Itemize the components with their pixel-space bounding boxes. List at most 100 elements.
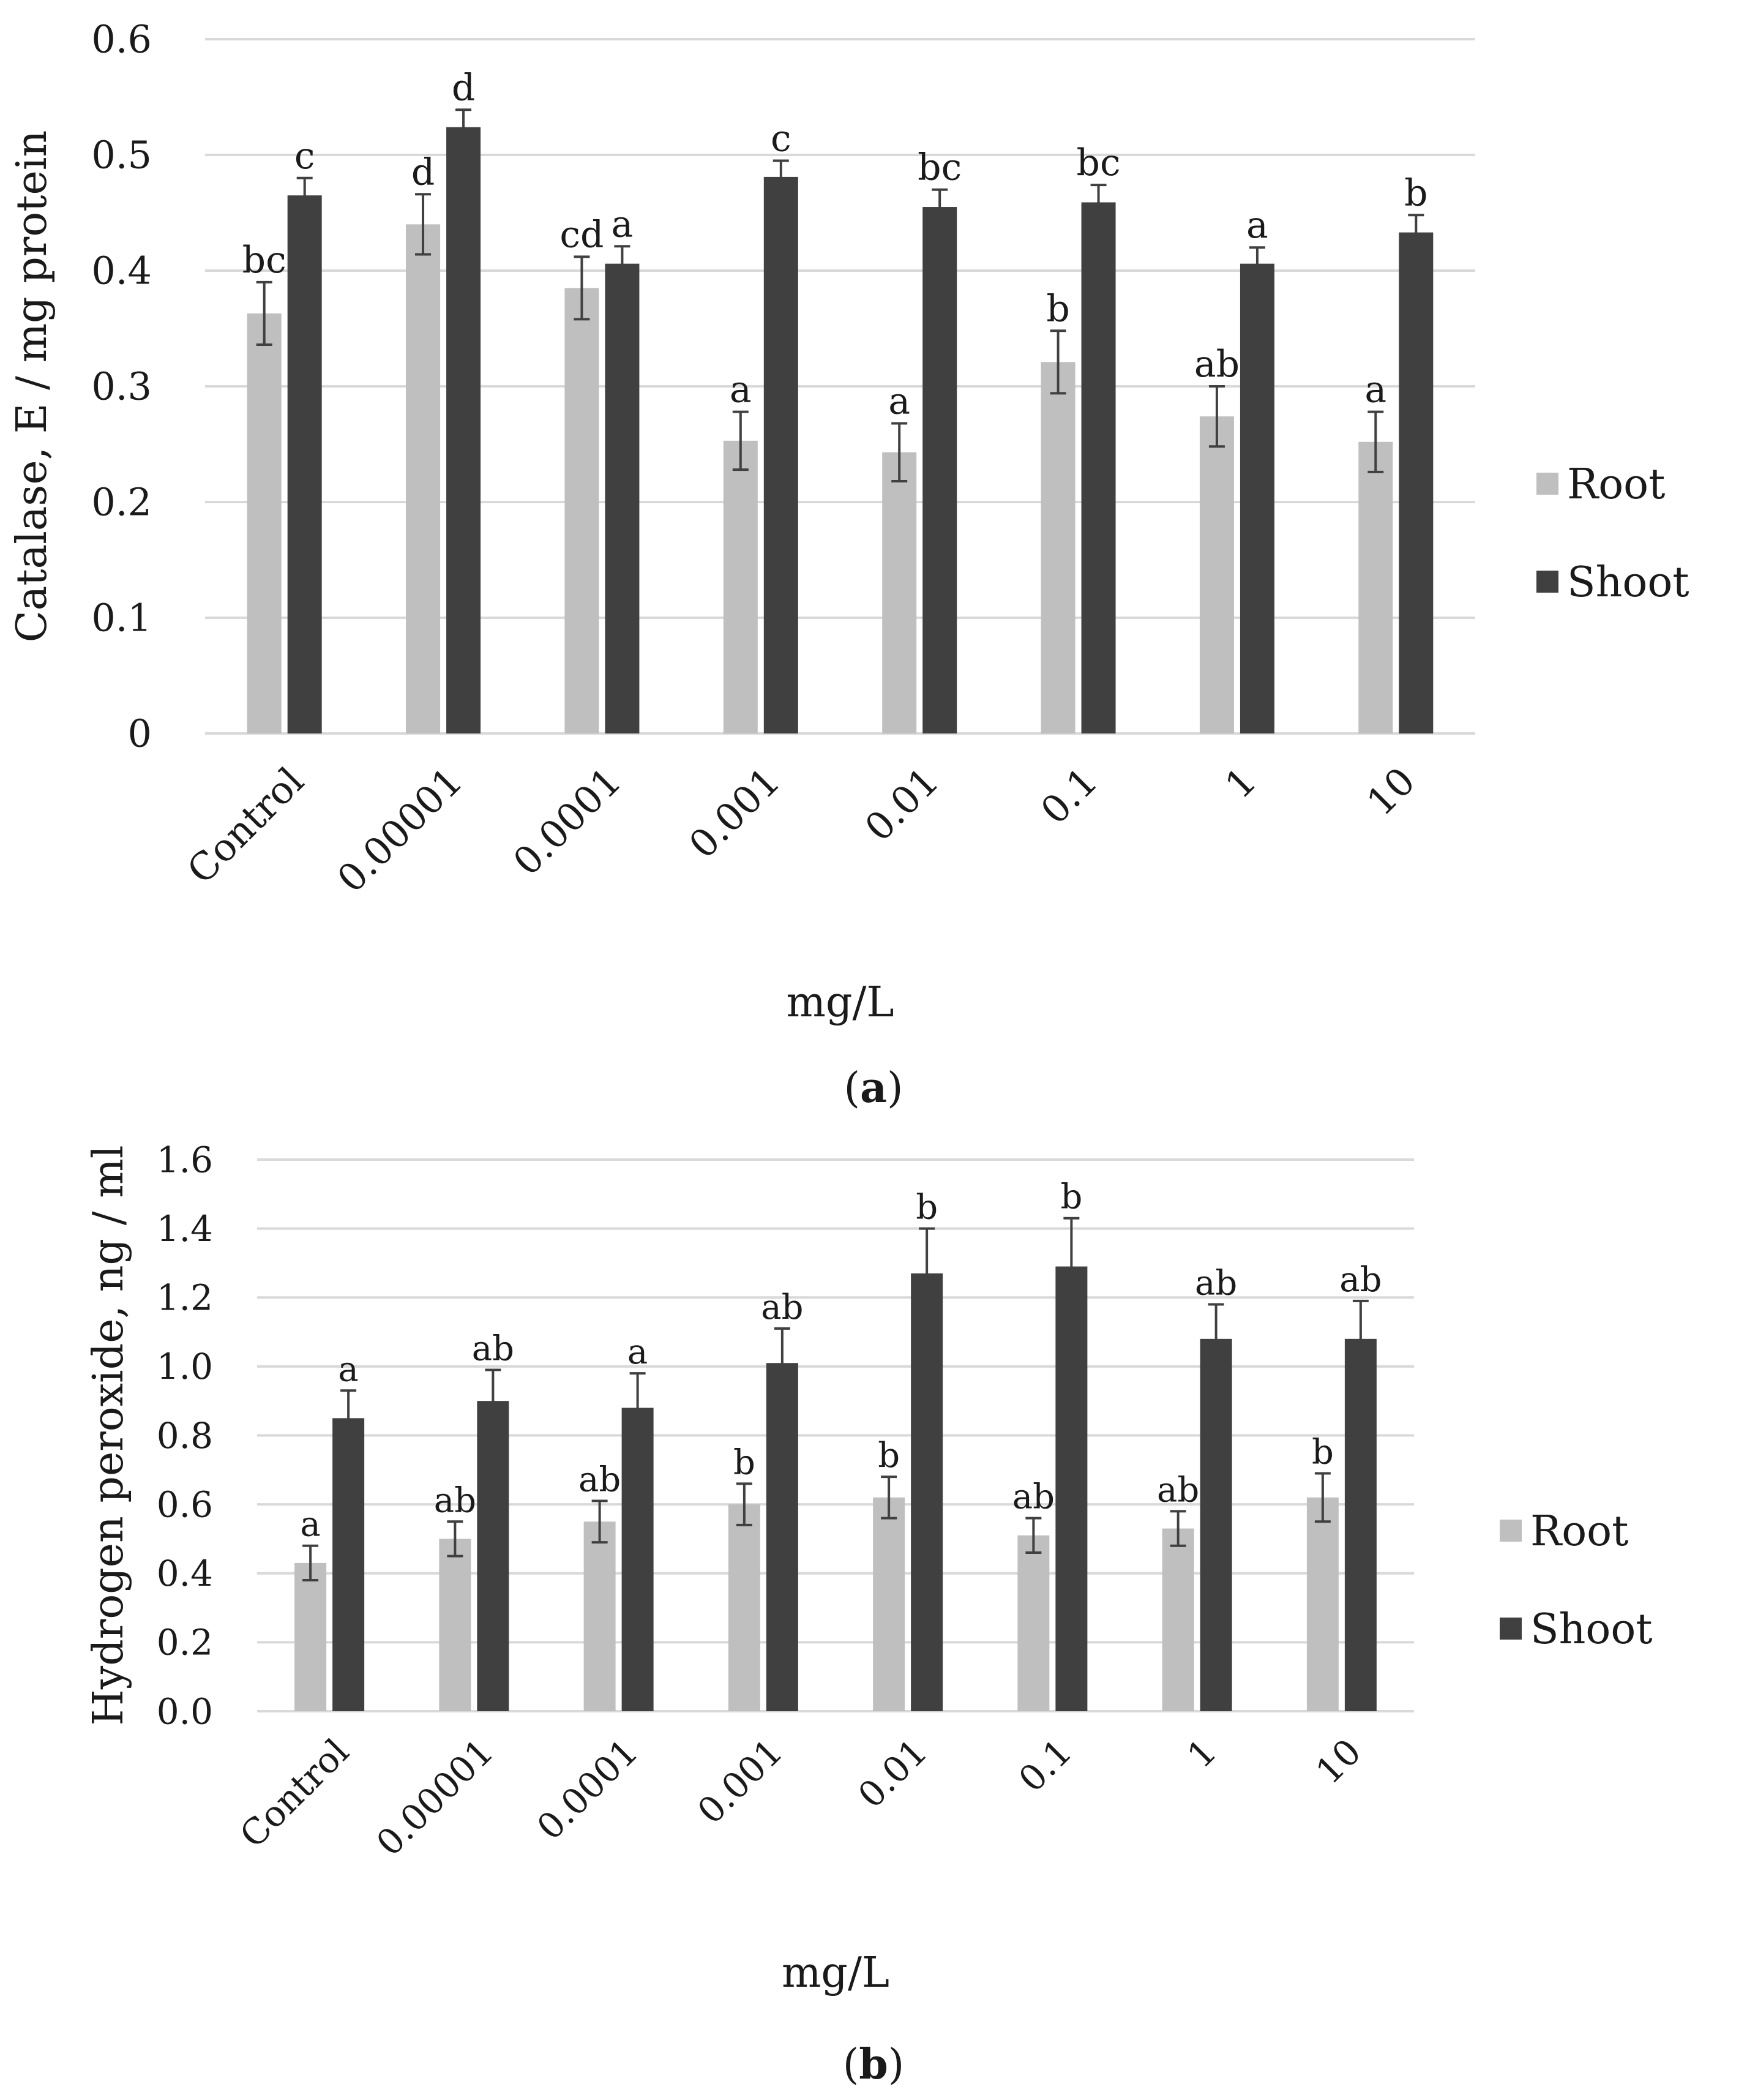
bar-shoot — [605, 263, 640, 733]
x-tick-label: 1 — [1179, 1731, 1224, 1776]
significance-letter: a — [300, 1505, 320, 1545]
bar-root — [1162, 1528, 1194, 1711]
x-tick-label: 0.0001 — [529, 1731, 646, 1848]
bar-root — [882, 452, 917, 733]
bar-shoot — [446, 127, 481, 733]
y-tick-label: 0.6 — [91, 17, 152, 62]
bar-shoot — [1240, 263, 1274, 733]
x-axis-title: mg/L — [782, 1949, 889, 1997]
y-axis-title: Catalase, E / mg protein — [8, 130, 56, 643]
significance-letter: bc — [1077, 141, 1121, 184]
y-tick-label: 1.0 — [157, 1346, 213, 1387]
legend-label-root: Root — [1567, 460, 1665, 509]
significance-letter: ab — [761, 1288, 803, 1327]
y-tick-label: 0.3 — [91, 364, 152, 409]
bar-shoot — [477, 1401, 509, 1711]
panel-caption: (b) — [843, 2040, 905, 2089]
legend-swatch-shoot — [1500, 1618, 1522, 1640]
bar-root — [564, 288, 599, 734]
legend-label-shoot: Shoot — [1530, 1605, 1653, 1654]
x-tick-label: 0.01 — [856, 759, 948, 850]
significance-letter: b — [1404, 171, 1427, 214]
legend-swatch-root — [1500, 1520, 1522, 1542]
significance-letter: a — [730, 369, 752, 411]
significance-letter: a — [612, 203, 634, 246]
bar-root — [873, 1497, 905, 1711]
y-tick-label: 0.4 — [91, 249, 152, 293]
bar-shoot — [922, 207, 957, 733]
significance-letter: b — [1046, 287, 1069, 330]
significance-letter: c — [294, 135, 315, 178]
significance-letter: ab — [578, 1460, 621, 1499]
x-tick-label: 0.00001 — [329, 759, 471, 901]
significance-letter: ab — [1194, 343, 1240, 386]
bar-root — [583, 1521, 616, 1711]
panel-caption-letter: a — [860, 1063, 887, 1112]
significance-letter: cd — [559, 213, 604, 256]
y-tick-label: 0 — [128, 711, 152, 756]
significance-letter: b — [1312, 1432, 1334, 1472]
x-tick-label: 0.01 — [850, 1731, 935, 1816]
x-tick-label: 0.001 — [680, 759, 788, 867]
bar-root — [439, 1539, 471, 1711]
x-tick-label: Control — [179, 759, 313, 893]
bar-shoot — [621, 1408, 654, 1711]
significance-letter: c — [771, 117, 791, 160]
bar-shoot — [1399, 232, 1434, 733]
y-tick-label: 0.5 — [91, 133, 152, 178]
bar-shoot — [332, 1418, 365, 1711]
significance-letter: b — [916, 1188, 938, 1228]
x-tick-label: 10 — [1307, 1731, 1369, 1792]
bar-shoot — [763, 176, 798, 733]
x-tick-label: 0.001 — [689, 1731, 790, 1832]
legend-swatch-shoot — [1536, 571, 1558, 593]
panel-caption: (a) — [844, 1063, 903, 1112]
y-tick-label: 0.1 — [91, 596, 152, 640]
bar-shoot — [766, 1363, 798, 1711]
significance-letter: d — [452, 66, 475, 109]
bar-root — [723, 440, 758, 733]
bar-shoot — [1344, 1338, 1377, 1711]
y-tick-label: 0.2 — [157, 1622, 213, 1663]
significance-letter: bc — [918, 146, 962, 189]
y-tick-label: 0.8 — [157, 1415, 213, 1457]
y-axis-title: Hydrogen peroxide, ng / ml — [84, 1146, 133, 1726]
x-axis-title: mg/L — [786, 978, 894, 1027]
y-tick-label: 0.2 — [91, 480, 152, 525]
legend-label-shoot: Shoot — [1567, 558, 1689, 607]
significance-letter: a — [1246, 204, 1268, 247]
bar-root — [728, 1504, 760, 1711]
y-tick-label: 0.0 — [157, 1690, 213, 1732]
y-tick-label: 0.4 — [157, 1553, 213, 1594]
significance-letter: ab — [1157, 1470, 1199, 1510]
x-tick-label: 1 — [1216, 759, 1265, 808]
significance-letter: a — [1364, 369, 1386, 411]
bar-shoot — [287, 195, 322, 733]
significance-letter: ab — [472, 1329, 514, 1369]
legend-swatch-root — [1536, 473, 1558, 495]
panel-caption-letter: b — [859, 2040, 888, 2089]
significance-letter: a — [338, 1349, 358, 1389]
x-tick-label: 0.1 — [1011, 1731, 1080, 1800]
significance-letter: b — [1060, 1177, 1082, 1217]
y-tick-label: 0.6 — [157, 1483, 213, 1525]
legend-label-root: Root — [1530, 1507, 1628, 1556]
significance-letter: ab — [434, 1480, 476, 1520]
bar-shoot — [1200, 1338, 1232, 1711]
bar-root — [1306, 1497, 1339, 1711]
significance-letter: ab — [1339, 1260, 1382, 1300]
significance-letter: bc — [242, 239, 286, 282]
y-tick-label: 1.2 — [157, 1277, 213, 1319]
significance-letter: ab — [1195, 1264, 1237, 1303]
significance-letter: d — [411, 151, 435, 193]
bar-shoot — [911, 1273, 943, 1711]
y-tick-label: 1.4 — [157, 1208, 213, 1250]
x-tick-label: 10 — [1358, 759, 1424, 824]
x-tick-label: 0.1 — [1032, 759, 1106, 833]
bar-root — [1199, 416, 1234, 733]
x-tick-label: Control — [232, 1731, 357, 1856]
bar-root — [406, 224, 441, 733]
